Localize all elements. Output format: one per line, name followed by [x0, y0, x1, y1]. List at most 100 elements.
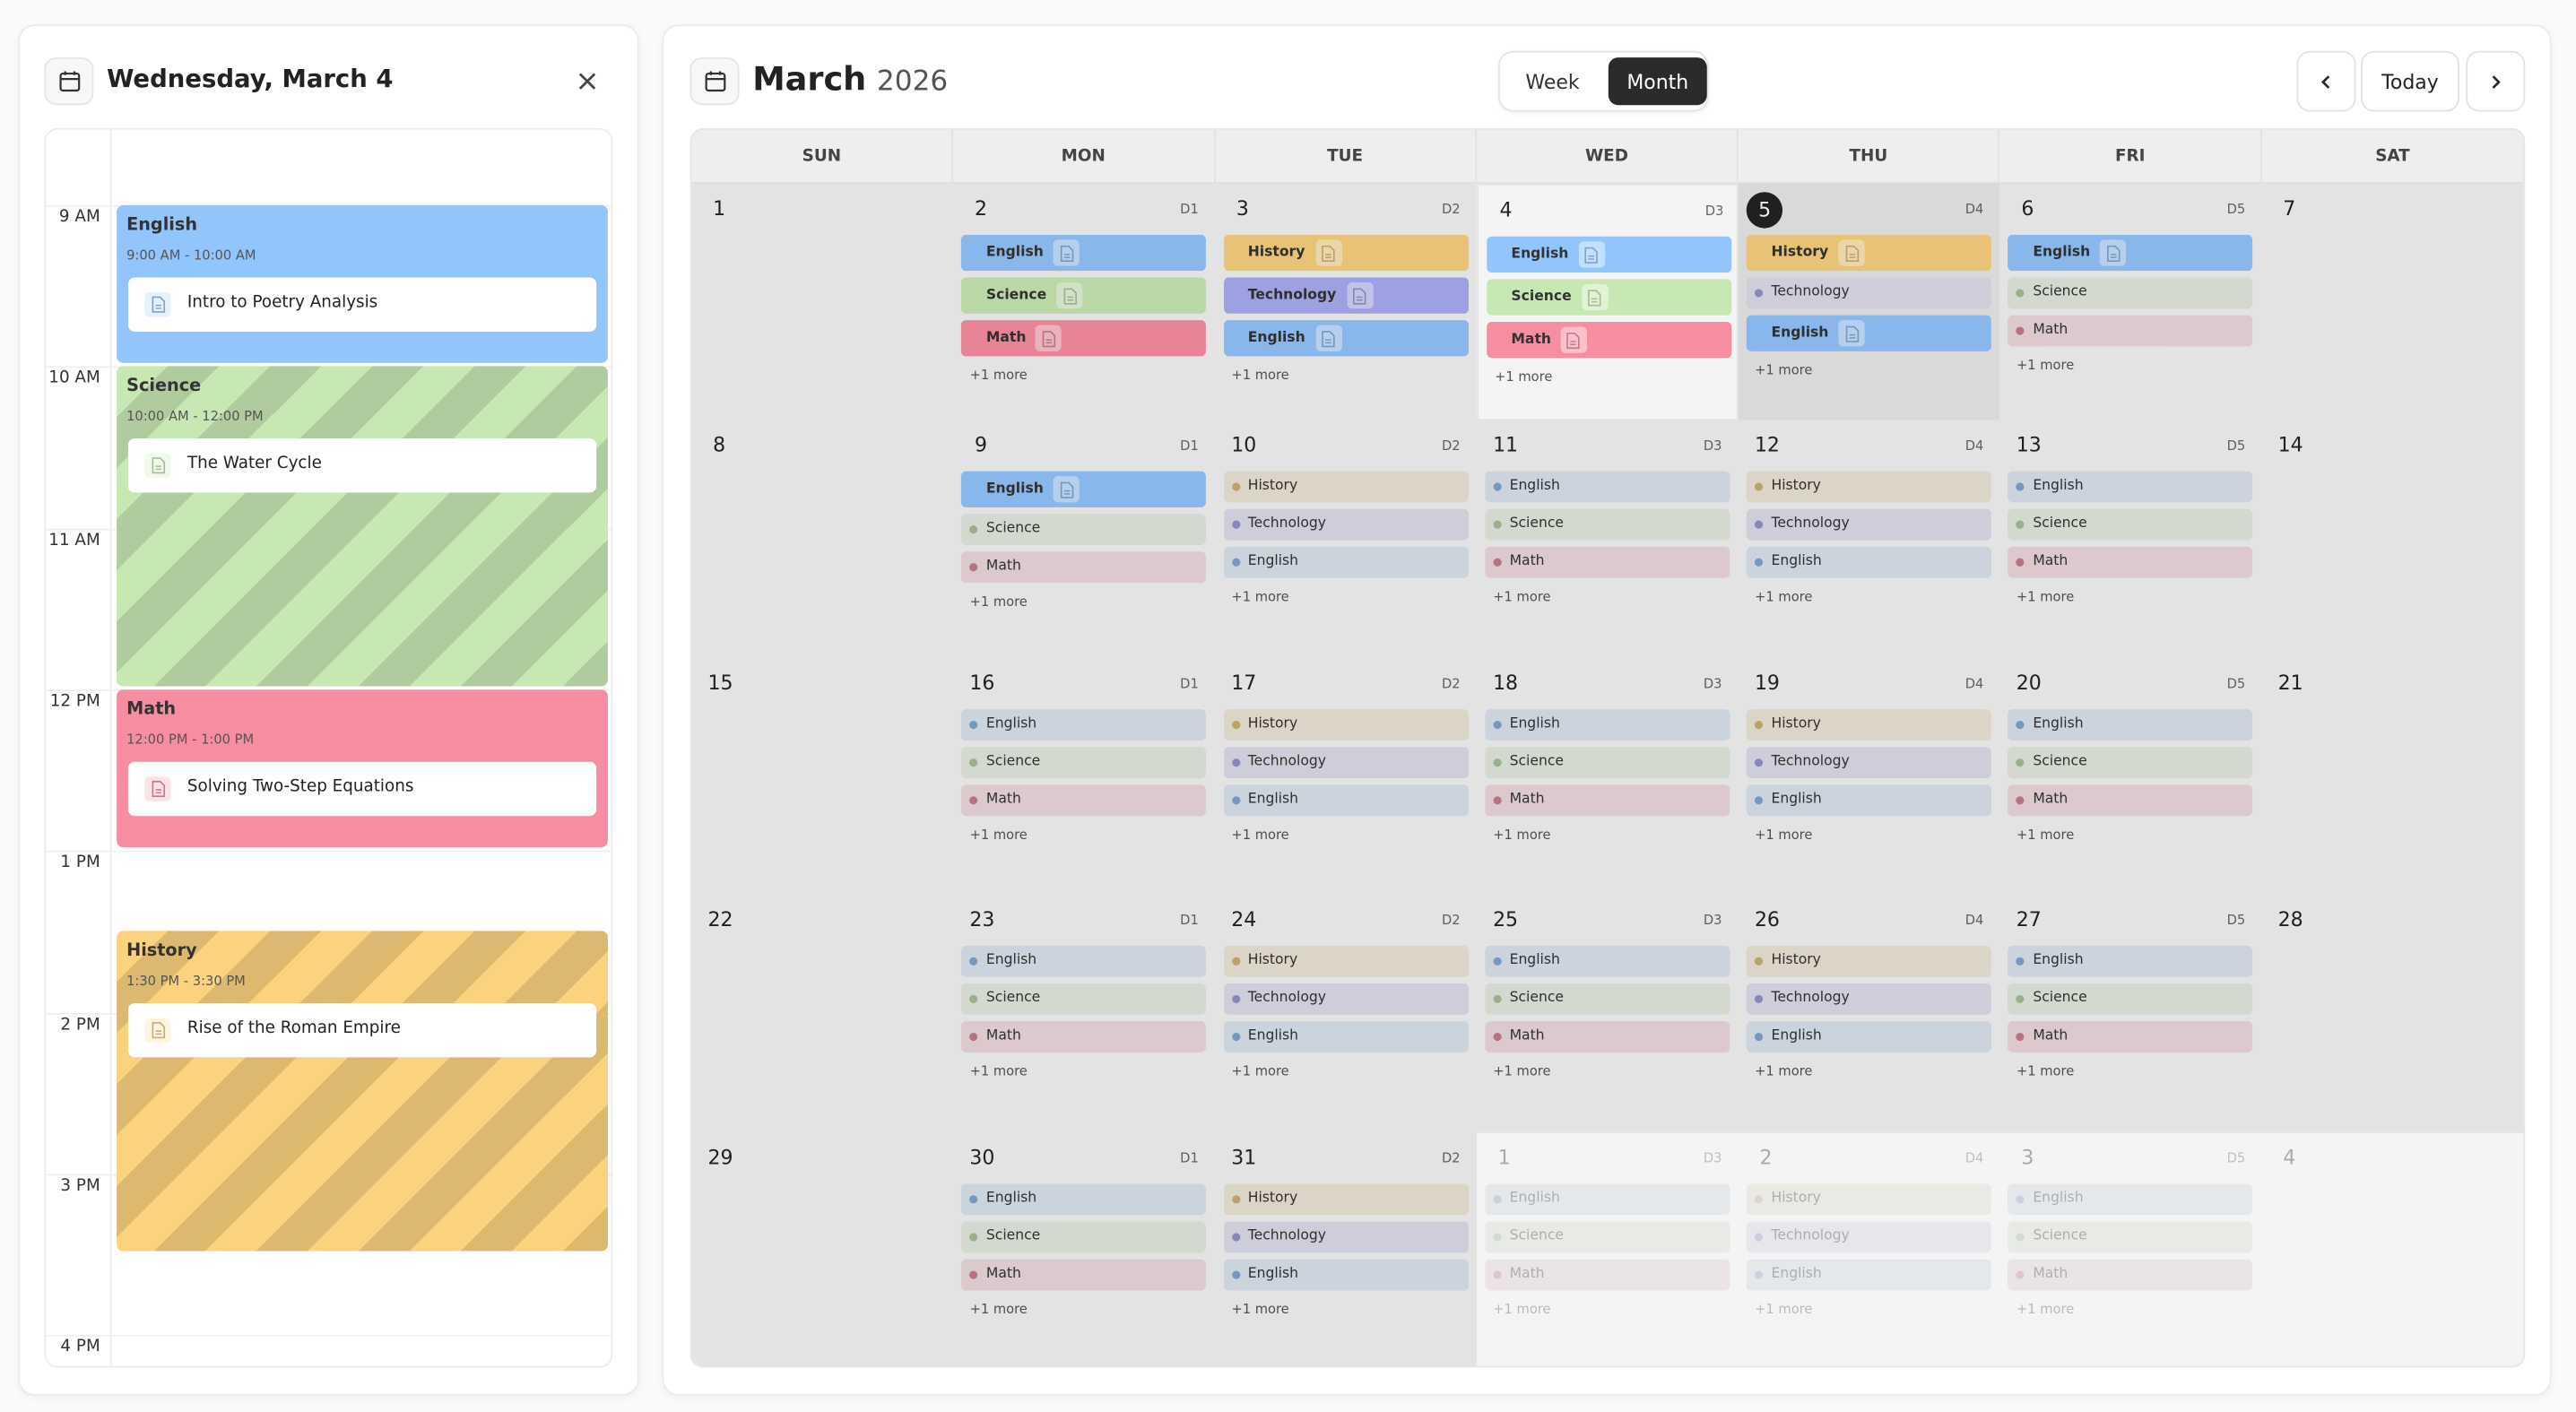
- event-pill[interactable]: English: [1223, 1021, 1469, 1053]
- more-link[interactable]: +1 more: [1493, 1301, 1551, 1317]
- day-cell[interactable]: 4: [2261, 1131, 2524, 1366]
- more-link[interactable]: +1 more: [1755, 1064, 1813, 1079]
- event-pill[interactable]: English: [2008, 708, 2253, 741]
- event-pill[interactable]: History: [1746, 1182, 1992, 1215]
- more-link[interactable]: +1 more: [1493, 1064, 1551, 1079]
- day-cell[interactable]: 23 D1 English Science Math +1 more: [953, 895, 1216, 1132]
- event-pill[interactable]: History: [1746, 708, 1992, 741]
- event-pill[interactable]: English: [1485, 1182, 1730, 1215]
- day-cell[interactable]: 24 D2 History Technology English +1 more: [1215, 895, 1477, 1132]
- event-pill[interactable]: English: [2008, 472, 2253, 504]
- event-pill[interactable]: English: [1223, 320, 1469, 357]
- more-link[interactable]: +1 more: [2017, 590, 2075, 605]
- more-link[interactable]: +1 more: [1231, 1301, 1289, 1317]
- event-pill[interactable]: Science: [961, 983, 1207, 1016]
- event-pill[interactable]: Math: [1486, 321, 1731, 359]
- event-pill[interactable]: Math: [1485, 784, 1730, 816]
- day-cell[interactable]: 3 D2 History Technology English +1 more: [1215, 184, 1477, 421]
- event-pill[interactable]: English: [1223, 784, 1469, 816]
- event-block[interactable]: English 9:00 AM - 10:00 AM Intro to Poetry…: [117, 204, 608, 363]
- event-pill[interactable]: Technology: [1223, 1220, 1469, 1252]
- event-pill[interactable]: English: [961, 472, 1207, 508]
- prev-button[interactable]: [2296, 50, 2356, 112]
- day-cell[interactable]: 17 D2 History Technology English +1 more: [1215, 658, 1477, 896]
- event-pill[interactable]: Science: [2008, 746, 2253, 778]
- event-pill[interactable]: Science: [2008, 277, 2253, 309]
- day-cell[interactable]: 14: [2261, 420, 2524, 658]
- lesson-card[interactable]: Solving Two-Step Equations: [127, 761, 597, 817]
- day-cell[interactable]: 7: [2261, 184, 2524, 421]
- more-link[interactable]: +1 more: [969, 368, 1028, 383]
- event-pill[interactable]: English: [2008, 234, 2253, 272]
- day-cell[interactable]: 3 D5 English Science Math +1 more: [1999, 1131, 2262, 1366]
- event-pill[interactable]: Math: [1485, 1258, 1730, 1290]
- more-link[interactable]: +1 more: [2017, 827, 2075, 843]
- day-cell[interactable]: 29: [691, 1131, 954, 1366]
- event-pill[interactable]: Math: [1485, 1021, 1730, 1053]
- event-pill[interactable]: Math: [961, 552, 1207, 584]
- event-pill[interactable]: History: [1223, 1182, 1469, 1215]
- event-block[interactable]: Math 12:00 PM - 1:00 PM Solving Two-Step E…: [117, 689, 608, 848]
- event-pill[interactable]: Math: [2008, 1021, 2253, 1053]
- event-pill[interactable]: Science: [961, 1220, 1207, 1252]
- more-link[interactable]: +1 more: [1495, 369, 1553, 385]
- day-cell[interactable]: 10 D2 History Technology English +1 more: [1215, 420, 1477, 658]
- more-link[interactable]: +1 more: [969, 827, 1028, 843]
- event-pill[interactable]: Math: [2008, 784, 2253, 816]
- event-pill[interactable]: English: [1485, 708, 1730, 741]
- day-cell[interactable]: 15: [691, 658, 954, 896]
- day-cell[interactable]: 20 D5 English Science Math +1 more: [1999, 658, 2262, 896]
- event-pill[interactable]: Science: [961, 277, 1207, 314]
- event-pill[interactable]: English: [961, 1182, 1207, 1215]
- event-pill[interactable]: History: [1223, 946, 1469, 978]
- event-pill[interactable]: Math: [961, 320, 1207, 357]
- day-cell[interactable]: 21: [2261, 658, 2524, 896]
- event-pill[interactable]: Science: [961, 746, 1207, 778]
- event-pill[interactable]: History: [1746, 234, 1992, 272]
- more-link[interactable]: +1 more: [969, 1301, 1028, 1317]
- event-pill[interactable]: Technology: [1746, 983, 1992, 1016]
- more-link[interactable]: +1 more: [1231, 590, 1289, 605]
- next-button[interactable]: [2466, 50, 2526, 112]
- day-cell[interactable]: 8: [691, 420, 954, 658]
- event-pill[interactable]: History: [1223, 234, 1469, 272]
- event-pill[interactable]: Math: [961, 784, 1207, 816]
- event-pill[interactable]: Math: [961, 1258, 1207, 1290]
- event-pill[interactable]: Technology: [1746, 1220, 1992, 1252]
- event-pill[interactable]: Science: [1485, 983, 1730, 1016]
- event-pill[interactable]: English: [1746, 1258, 1992, 1290]
- day-cell[interactable]: 12 D4 History Technology English +1 more: [1738, 420, 2000, 658]
- lesson-card[interactable]: Intro to Poetry Analysis: [127, 277, 597, 332]
- event-pill[interactable]: Math: [2008, 315, 2253, 347]
- event-pill[interactable]: Math: [2008, 547, 2253, 579]
- event-pill[interactable]: English: [961, 234, 1207, 272]
- day-cell[interactable]: 5 D4 History Technology English +1 more: [1738, 184, 2000, 421]
- day-cell[interactable]: 27 D5 English Science Math +1 more: [1999, 895, 2262, 1132]
- event-block[interactable]: Science 10:00 AM - 12:00 PM The Water Cycl…: [117, 366, 608, 687]
- more-link[interactable]: +1 more: [969, 1064, 1028, 1079]
- event-pill[interactable]: English: [2008, 1182, 2253, 1215]
- day-cell[interactable]: 2 D1 English Science Math +1 more: [953, 184, 1216, 421]
- event-pill[interactable]: Technology: [1746, 509, 1992, 541]
- event-block[interactable]: History 1:30 PM - 3:30 PM Rise of the Roma…: [117, 931, 608, 1252]
- event-pill[interactable]: Science: [2008, 509, 2253, 541]
- day-cell[interactable]: 1: [691, 184, 954, 421]
- event-pill[interactable]: English: [2008, 946, 2253, 978]
- event-pill[interactable]: Science: [961, 514, 1207, 546]
- lesson-card[interactable]: The Water Cycle: [127, 437, 597, 493]
- more-link[interactable]: +1 more: [1231, 368, 1289, 383]
- day-cell[interactable]: 30 D1 English Science Math +1 more: [953, 1131, 1216, 1366]
- day-cell[interactable]: 2 D4 History Technology English +1 more: [1738, 1131, 2000, 1366]
- day-cell[interactable]: 25 D3 English Science Math +1 more: [1476, 895, 1739, 1132]
- event-pill[interactable]: Technology: [1223, 509, 1469, 541]
- event-pill[interactable]: English: [1223, 1258, 1469, 1290]
- event-pill[interactable]: History: [1746, 472, 1992, 504]
- event-pill[interactable]: Science: [2008, 983, 2253, 1016]
- day-cell[interactable]: 31 D2 History Technology English +1 more: [1215, 1131, 1477, 1366]
- day-cell[interactable]: 18 D3 English Science Math +1 more: [1476, 658, 1739, 896]
- day-cell[interactable]: 1 D3 English Science Math +1 more: [1476, 1131, 1739, 1366]
- day-cell[interactable]: 22: [691, 895, 954, 1132]
- event-pill[interactable]: Science: [1485, 746, 1730, 778]
- day-cell[interactable]: 16 D1 English Science Math +1 more: [953, 658, 1216, 896]
- event-pill[interactable]: English: [1485, 472, 1730, 504]
